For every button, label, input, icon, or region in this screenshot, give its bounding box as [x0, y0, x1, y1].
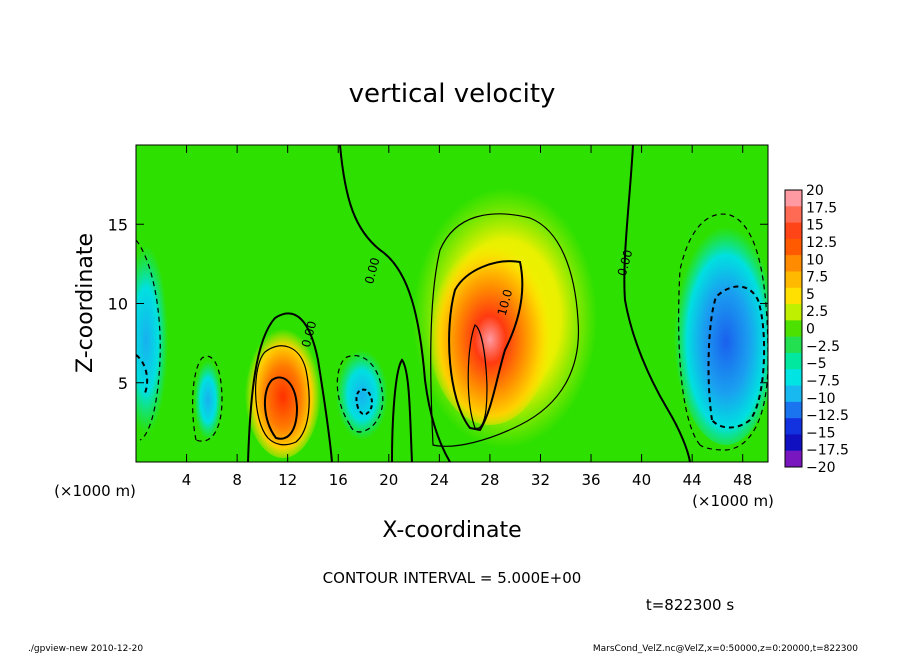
- contour-line: [339, 145, 451, 462]
- colorbar-swatch: [785, 206, 802, 223]
- x-tick-label: 16: [329, 471, 348, 489]
- colorbar-swatch: [785, 287, 802, 305]
- colorbar-swatch: [785, 352, 802, 370]
- colorbar-label: −12.5: [806, 408, 849, 424]
- y-axis-label: Z-coordinate: [73, 233, 98, 373]
- x-axis-label: X-coordinate: [382, 518, 521, 543]
- contour-lines: [136, 145, 768, 462]
- x-axis: 4 8 12 16 20 24 28 32 36 40 44 48: [182, 145, 752, 489]
- colorbar-label: 20: [806, 183, 824, 199]
- x-tick-label: 12: [278, 471, 297, 489]
- contour-line: [623, 145, 691, 462]
- x-tick-label: 8: [232, 471, 242, 489]
- contour-line: [467, 324, 488, 430]
- contour-line: [707, 285, 766, 429]
- colorbar-swatch: [785, 238, 802, 256]
- colorbar-label: −17.5: [806, 443, 849, 459]
- colorbar-label: 12.5: [806, 235, 837, 251]
- field-downdraft-right: [674, 215, 768, 445]
- x-tick-label: 24: [430, 471, 449, 489]
- colorbar-swatch: [785, 336, 802, 354]
- x-tick-label: 28: [480, 471, 499, 489]
- contour-interval-label: CONTOUR INTERVAL = 5.000E+00: [323, 569, 582, 587]
- contour-line: [355, 388, 373, 416]
- y-tick-label: 10: [108, 295, 128, 314]
- contour-line: [391, 358, 413, 462]
- colorbar-label: −7.5: [806, 373, 840, 389]
- contour-line: [263, 376, 299, 440]
- colorbar-label: 7.5: [806, 270, 828, 286]
- x-unit-left: (×1000 m): [54, 482, 136, 500]
- colorbar-label: −5: [806, 356, 827, 372]
- colorbar-label: 2.5: [806, 304, 828, 320]
- colorbar-swatch: [785, 385, 802, 403]
- colorbar-label: 10: [806, 252, 824, 268]
- colorbar-label: −15: [806, 425, 836, 441]
- x-tick-label: 48: [733, 471, 752, 489]
- x-tick-label: 40: [632, 471, 651, 489]
- contour-line: [136, 239, 161, 441]
- contour-line: [255, 345, 310, 446]
- colorbar-swatch: [785, 255, 802, 272]
- x-tick-label: 32: [531, 471, 550, 489]
- colorbar-swatch: [785, 418, 802, 435]
- field-updraft-secondary: [245, 322, 321, 458]
- contour-label: 0.00: [299, 319, 319, 348]
- colorbar-swatch: [785, 271, 802, 289]
- colorbar-swatch: [785, 434, 802, 452]
- colorbar-swatch: [785, 222, 802, 240]
- contour-label: 0.00: [615, 248, 635, 277]
- colorbar-label: 15: [806, 218, 824, 234]
- y-tick-label: 5: [118, 374, 128, 393]
- contour-labels: 0.00 0.00 10.0 0.00: [299, 248, 635, 349]
- contour-line: [247, 312, 333, 462]
- contour-line: [430, 213, 580, 447]
- contour-line: [336, 354, 384, 433]
- colorbar-swatch: [785, 401, 802, 419]
- colorbar-label: −20: [806, 460, 836, 476]
- colorbar-swatch: [785, 304, 802, 321]
- colorbar-label: −2.5: [806, 339, 840, 355]
- colorbar-swatch: [785, 450, 802, 468]
- heatmap-field: 0.00 0.00 10.0 0.00: [136, 145, 768, 462]
- colorbar-label: 17.5: [806, 200, 837, 216]
- colorbar-swatch: [785, 190, 802, 207]
- x-unit-right: (×1000 m): [692, 492, 774, 510]
- contour-line: [678, 213, 768, 451]
- field-downdraft-center: [336, 350, 388, 440]
- colorbar-label: −10: [806, 391, 836, 407]
- x-tick-label: 20: [379, 471, 398, 489]
- y-axis: 5 10 15: [108, 215, 768, 393]
- chart-title: vertical velocity: [349, 79, 556, 109]
- contour-line: [136, 354, 149, 394]
- x-tick-label: 4: [182, 471, 192, 489]
- x-tick-label: 36: [581, 471, 600, 489]
- contour-line: [192, 355, 223, 442]
- y-tick-label: 15: [108, 215, 128, 234]
- colorbar-frame: [784, 189, 803, 468]
- time-label: t=822300 s: [646, 596, 734, 614]
- footer-left: ./gpview-new 2010-12-20: [28, 644, 143, 654]
- field-downdraft-left: [136, 245, 168, 435]
- contour-label: 0.00: [362, 256, 382, 285]
- colorbar-label: 0: [806, 322, 815, 338]
- field-downdraft-small: [194, 360, 222, 440]
- colorbar-swatch: [785, 320, 802, 337]
- contour-label: 10.0: [495, 288, 515, 317]
- colorbar-label: 5: [806, 287, 815, 303]
- footer-right: MarsCond_VelZ.nc@VelZ,x=0:50000,z=0:2000…: [593, 644, 858, 654]
- contour-line: [448, 260, 524, 432]
- x-tick-label: 44: [683, 471, 702, 489]
- colorbar-swatch: [785, 369, 802, 386]
